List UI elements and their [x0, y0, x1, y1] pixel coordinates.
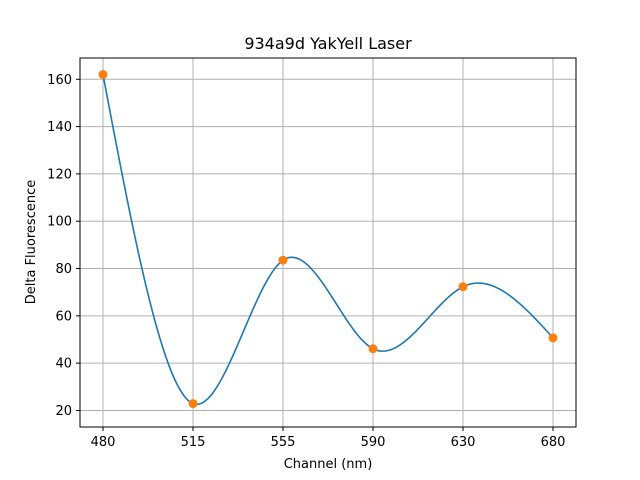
series-line [102, 74, 554, 406]
y-tick-label: 160 [47, 73, 72, 88]
data-point [278, 255, 288, 265]
data-point [98, 70, 108, 80]
y-tick-label: 80 [55, 262, 72, 277]
x-axis: 480 515 555 590 630 680 [91, 427, 566, 450]
data-point [188, 399, 198, 409]
y-tick-label: 100 [47, 215, 72, 230]
grid [80, 58, 576, 427]
y-tick-label: 20 [55, 404, 72, 419]
chart-title: 934a9d YakYell Laser [244, 34, 412, 53]
x-tick-label: 555 [271, 435, 296, 450]
x-axis-title: Channel (nm) [284, 457, 373, 472]
y-tick-label: 60 [55, 309, 72, 324]
y-tick-label: 120 [47, 167, 72, 182]
marker-layer [98, 70, 558, 409]
y-tick-label: 140 [47, 120, 72, 135]
x-tick-label: 515 [181, 435, 206, 450]
x-tick-label: 680 [541, 435, 566, 450]
data-point [368, 344, 378, 354]
data-point [458, 282, 468, 292]
x-tick-label: 630 [451, 435, 476, 450]
x-tick-label: 590 [361, 435, 386, 450]
y-axis: 20 40 60 80 100 120 140 160 [47, 73, 80, 419]
y-tick-label: 40 [55, 357, 72, 372]
plot-frame [79, 57, 577, 428]
x-tick-label: 480 [91, 435, 116, 450]
series-layer [102, 74, 554, 406]
y-axis-title: Delta Fluorescence [24, 180, 39, 304]
data-point [548, 333, 558, 343]
